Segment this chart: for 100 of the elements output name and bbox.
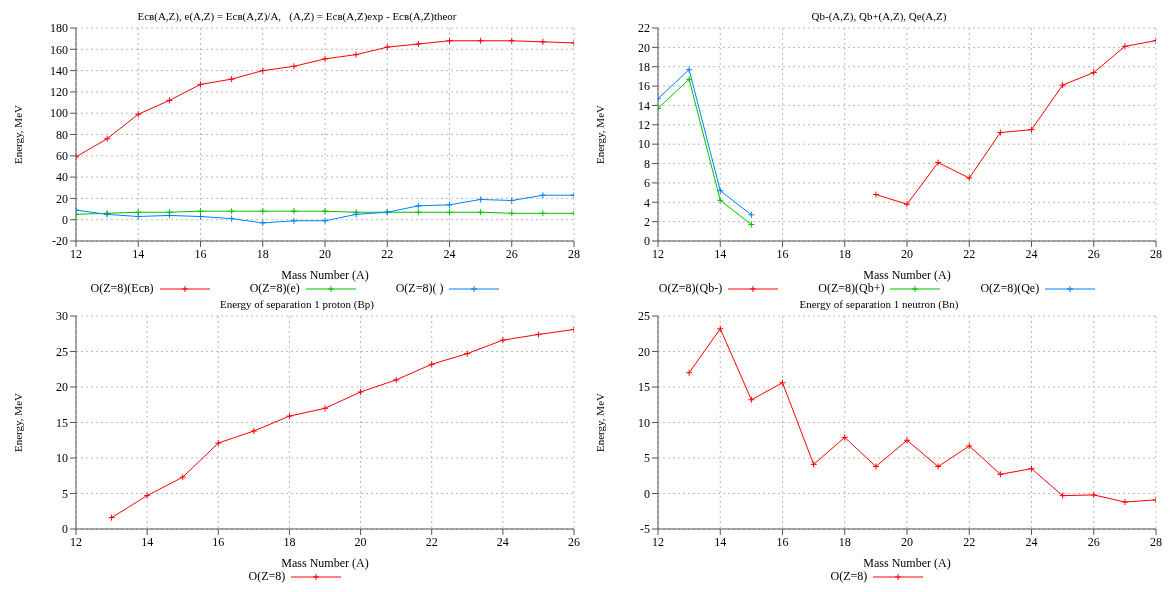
point: [508, 197, 516, 205]
legend-label: O(Z=8)(Qb-): [658, 281, 723, 296]
x-tick-label: 20: [901, 534, 913, 549]
y-tick-label: 10: [638, 415, 650, 430]
x-tick-label: 18: [838, 534, 851, 549]
point: [477, 208, 485, 216]
y-tick-label: 10: [56, 451, 68, 466]
y-tick-label: 40: [56, 170, 68, 185]
point: [357, 388, 365, 396]
point: [228, 207, 236, 215]
legend-label: O(Z=8): [830, 569, 868, 584]
x-tick-label: 14: [141, 534, 154, 549]
x-tick-label: 22: [425, 534, 438, 549]
y-tick-label: 14: [638, 98, 650, 113]
y-axis-title: Energy, MeV: [11, 392, 24, 452]
point: [903, 200, 911, 208]
x-tick-label: 22: [963, 246, 976, 261]
y-tick-label: 80: [56, 127, 68, 142]
x-tick-label: 24: [1025, 534, 1038, 549]
y-tick-label: 16: [638, 79, 650, 94]
point: [463, 350, 471, 358]
point: [446, 37, 453, 45]
point: [716, 187, 724, 195]
x-tick-label: 28: [1150, 534, 1162, 549]
x-tick-label: 18: [256, 246, 269, 261]
point: [392, 376, 400, 384]
point: [290, 62, 298, 70]
legend-label: O(Z=8)(e): [249, 281, 300, 296]
x-tick-label: 14: [714, 534, 727, 549]
point: [934, 159, 942, 167]
y-tick-label: 0: [62, 212, 68, 227]
point: [103, 135, 111, 143]
point: [321, 217, 329, 225]
x-tick-label: 16: [776, 246, 789, 261]
x-tick-label: 18: [838, 246, 851, 261]
x-tick-label: 22: [381, 246, 394, 261]
y-tick-label: 4: [644, 195, 650, 210]
x-axis-title: Mass Number (A): [281, 556, 369, 570]
y-tick-label: 140: [50, 63, 68, 78]
point: [228, 75, 236, 83]
x-tick-label: 16: [776, 534, 789, 549]
x-axis-title: Mass Number (A): [281, 268, 369, 282]
x-tick-label: 16: [212, 534, 225, 549]
y-tick-label: 0: [62, 522, 68, 537]
point: [197, 80, 204, 88]
point: [414, 202, 422, 210]
y-tick-label: 0: [644, 234, 650, 249]
point: [446, 208, 453, 216]
x-tick-label: 24: [443, 246, 456, 261]
point: [321, 55, 329, 63]
x-tick-label: 26: [568, 534, 580, 549]
point: [534, 330, 542, 338]
point: [810, 460, 818, 468]
x-tick-label: 20: [354, 534, 367, 549]
y-tick-label: 5: [644, 451, 650, 466]
y-tick-label: 30: [56, 309, 68, 324]
x-tick-label: 28: [1150, 246, 1162, 261]
x-tick-label: 16: [194, 246, 207, 261]
point: [214, 439, 222, 447]
point: [1028, 126, 1035, 134]
y-tick-label: 100: [50, 106, 68, 121]
point: [965, 174, 973, 182]
point: [499, 336, 507, 344]
legend-label: O(Z=8)(Eсв): [90, 281, 154, 296]
x-tick-label: 18: [283, 534, 296, 549]
point: [996, 129, 1004, 137]
legend-label: O(Z=8): [248, 569, 286, 584]
point: [1121, 42, 1129, 50]
y-tick-label: 12: [638, 118, 650, 133]
x-tick-label: 26: [1087, 534, 1100, 549]
point: [134, 110, 142, 118]
x-tick-label: 20: [319, 246, 331, 261]
point: [996, 470, 1004, 478]
point: [1028, 465, 1035, 473]
point: [934, 463, 942, 471]
point: [1090, 69, 1098, 77]
point: [539, 38, 547, 46]
y-axis-title: Energy, MeV: [593, 104, 606, 164]
point: [428, 360, 436, 368]
point: [716, 325, 724, 333]
x-tick-label: 22: [963, 534, 976, 549]
y-tick-label: 25: [56, 344, 68, 359]
y-tick-label: -5: [640, 522, 650, 537]
y-tick-label: 5: [62, 486, 68, 501]
point: [508, 37, 516, 45]
point: [352, 51, 360, 59]
point: [321, 207, 329, 215]
y-tick-label: 20: [56, 380, 68, 395]
point: [197, 207, 204, 215]
chart-title: Qb-(A,Z), Qb+(A,Z), Qe(A,Z): [811, 10, 947, 22]
point: [685, 75, 693, 83]
point: [779, 379, 786, 387]
point: [134, 213, 142, 221]
point: [685, 66, 693, 74]
y-tick-label: 120: [50, 85, 68, 100]
point: [290, 207, 298, 215]
y-tick-label: 15: [638, 380, 650, 395]
y-tick-label: 15: [56, 415, 68, 430]
point: [539, 191, 547, 199]
point: [259, 219, 267, 227]
